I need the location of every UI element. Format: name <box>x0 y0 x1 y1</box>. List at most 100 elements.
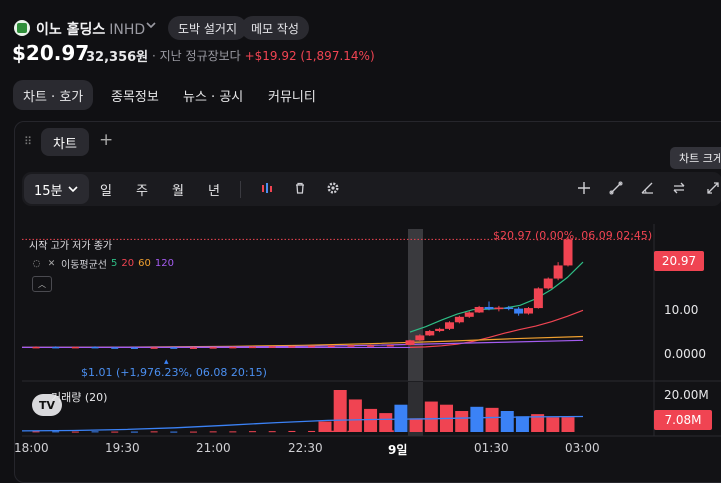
candle <box>91 346 99 349</box>
volume-bar <box>470 406 484 432</box>
timeframe-select[interactable]: 15분 <box>24 174 89 204</box>
candle <box>524 308 533 314</box>
volume-bar <box>364 408 378 432</box>
expand-icon[interactable] <box>706 181 720 199</box>
ma-120: 120 <box>154 258 174 269</box>
period-day[interactable]: 일 <box>100 184 112 199</box>
period-year[interactable]: 년 <box>208 184 220 199</box>
ma-label: 이동평균선 <box>61 260 107 271</box>
company-logo <box>14 20 30 36</box>
settings-gear-icon[interactable] <box>326 181 340 199</box>
price-tick-10: 10.00 <box>664 303 699 317</box>
volume-label: 거래량 (20) <box>51 391 108 404</box>
candle <box>189 347 197 349</box>
tab-community[interactable]: 커뮤니티 <box>268 89 316 105</box>
volume-bar <box>394 404 408 432</box>
candle <box>170 347 178 349</box>
candle <box>32 346 40 349</box>
candle <box>494 307 504 310</box>
candle <box>130 347 138 349</box>
low-annotation: $1.01 (+1,976.23%, 06.08 20:15) <box>81 366 267 379</box>
candle <box>308 345 316 348</box>
tab-stock-info[interactable]: 종목정보 <box>111 89 159 105</box>
candle <box>464 312 474 317</box>
ticker-symbol: INHD <box>109 22 146 38</box>
crosshair-icon[interactable] <box>577 181 591 199</box>
tab-chart-orderbook[interactable]: 차트 · 호가 <box>13 80 94 110</box>
candle <box>111 347 119 349</box>
low-marker: ▴ <box>164 357 169 367</box>
drag-handle-icon[interactable]: ⠿ <box>24 135 33 148</box>
period-month[interactable]: 월 <box>172 184 184 199</box>
chevron-down-icon[interactable] <box>144 18 158 32</box>
volume-bar <box>32 431 40 433</box>
angle-ruler-icon[interactable] <box>640 181 654 199</box>
volume-bar <box>318 421 332 432</box>
volume-ma-line <box>21 415 584 432</box>
timeframe-value: 15분 <box>34 183 63 199</box>
volume-bar <box>348 399 362 432</box>
close-icon[interactable]: ✕ <box>47 258 56 269</box>
moving-average-legend: ◌ ✕ 이동평균선 5 20 60 120 <box>31 256 174 271</box>
candle <box>52 346 60 349</box>
volume-bar <box>288 430 296 432</box>
candle <box>474 306 484 313</box>
volume-bar <box>170 431 178 433</box>
eye-off-icon[interactable]: ◌ <box>32 258 41 269</box>
volume-bar <box>409 418 423 432</box>
tradingview-logo: TV <box>32 394 62 416</box>
period-week[interactable]: 주 <box>136 184 148 199</box>
price-chart[interactable]: ▾▴ <box>0 0 721 466</box>
candle <box>445 322 454 329</box>
candle <box>288 346 296 348</box>
collapse-legend-button[interactable]: ︿ <box>32 276 52 292</box>
candle <box>405 340 415 345</box>
volume-bar <box>52 431 60 433</box>
volume-bar <box>150 431 158 433</box>
candle <box>347 345 355 347</box>
since-label: · 지난 정규장보다 <box>152 49 241 63</box>
volume-bar <box>111 431 119 433</box>
candle <box>229 346 237 349</box>
volume-bar <box>189 431 197 433</box>
memo-button[interactable]: 메모 작성 <box>241 16 309 40</box>
indicator-icon[interactable] <box>261 181 275 199</box>
price-change: · 지난 정규장보다 +$19.92 (1,897.14%) <box>152 47 375 64</box>
compare-arrows-icon[interactable] <box>672 181 686 199</box>
trendline-icon[interactable] <box>609 181 623 199</box>
price-tick-0: 0.0000 <box>664 347 706 361</box>
volume-bar <box>209 431 217 433</box>
candle <box>543 278 553 289</box>
price-krw: 32,356원 <box>86 50 149 65</box>
volume-bar <box>531 414 545 432</box>
candle <box>563 239 573 266</box>
ma-line-120 <box>21 339 584 348</box>
volume-bar <box>229 431 237 433</box>
time-tick: 03:00 <box>565 441 600 455</box>
expand-chart-tooltip: 차트 크게 <box>670 147 721 169</box>
volume-bar <box>500 411 514 432</box>
ma-60: 60 <box>138 258 151 269</box>
candle <box>386 344 394 347</box>
session-highlight <box>408 229 423 381</box>
volume-bar <box>91 431 99 433</box>
candle <box>249 346 257 349</box>
ma-line-20 <box>409 309 584 348</box>
tab-news[interactable]: 뉴스 · 공시 <box>183 89 244 105</box>
candle <box>425 331 435 336</box>
stock-title[interactable]: 이노 홀딩스 INHD <box>36 19 145 39</box>
high-annotation: $20.97 (0.00%, 06.09 02:45) <box>493 229 653 242</box>
candle <box>553 265 563 279</box>
volume-bar <box>424 401 438 432</box>
tab-chart[interactable]: 차트 <box>41 128 89 156</box>
time-tick-day: 9일 <box>388 443 408 457</box>
dopak-button[interactable]: 도박 설거지 <box>168 16 248 40</box>
time-tick: 22:30 <box>288 441 323 455</box>
volume-bar <box>249 431 257 433</box>
current-price-tag: 20.97 <box>654 251 704 271</box>
add-tab-icon[interactable]: + <box>99 130 114 150</box>
ma-5: 5 <box>111 258 118 269</box>
candle <box>514 308 524 314</box>
trash-icon[interactable] <box>293 181 307 199</box>
volume-bar <box>71 431 79 433</box>
